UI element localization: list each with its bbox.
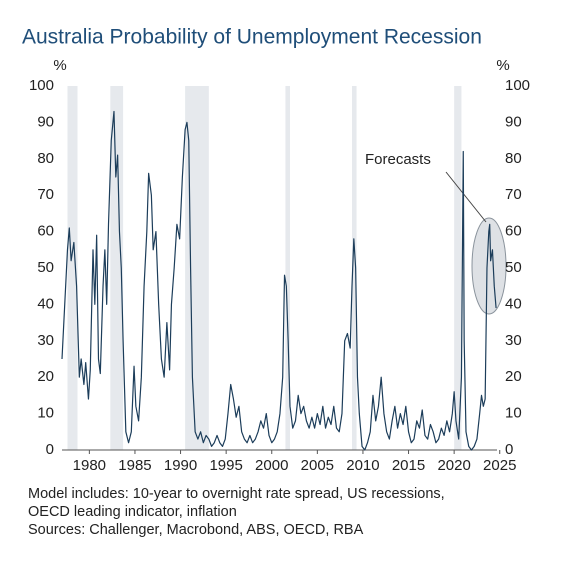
- y2-tick-label: 70: [505, 186, 522, 203]
- recession-band: [185, 86, 209, 450]
- y-tick-label: 30: [37, 332, 54, 349]
- y-tick-label: 70: [37, 186, 54, 203]
- note: Sources: Challenger, Macrobond, ABS, OEC…: [28, 522, 364, 538]
- recession-band: [285, 86, 290, 450]
- y-tick-label: 40: [37, 295, 54, 312]
- y2-tick-label: 60: [505, 223, 522, 240]
- note: OECD leading indicator, inflation: [28, 504, 237, 520]
- y-tick-label: 100: [29, 77, 54, 94]
- y-tick-label: 0: [46, 441, 54, 458]
- x-tick-label: 1985: [118, 457, 151, 474]
- y2-tick-label: 50: [505, 259, 522, 276]
- x-tick-label: 1980: [73, 457, 106, 474]
- y2-tick-label: 30: [505, 332, 522, 349]
- recession-band: [110, 86, 124, 450]
- y2-tick-label: 20: [505, 368, 522, 385]
- y-tick-label: 80: [37, 150, 54, 167]
- y2-tick-label: 10: [505, 405, 522, 422]
- y-tick-label: 10: [37, 405, 54, 422]
- recession-band: [67, 86, 78, 450]
- y2-tick-label: 100: [505, 77, 530, 94]
- y2-axis-label: %: [496, 57, 509, 74]
- y-tick-label: 60: [37, 223, 54, 240]
- annotation-arrow: [445, 171, 487, 223]
- x-tick-label: 2015: [392, 457, 425, 474]
- x-tick-label: 1995: [209, 457, 242, 474]
- recession-bands: [67, 86, 462, 450]
- y2-tick-label: 90: [505, 113, 522, 130]
- x-tick-label: 2005: [301, 457, 334, 474]
- y2-tick-label: 40: [505, 295, 522, 312]
- x-tick-label: 2020: [437, 457, 470, 474]
- recession-band: [454, 86, 462, 450]
- x-tick-label: 2000: [255, 457, 288, 474]
- y-axis-label: %: [53, 57, 66, 74]
- y2-tick-label: 0: [505, 441, 513, 458]
- x-tick-label: 1990: [164, 457, 197, 474]
- recession-band: [352, 86, 357, 450]
- y-tick-label: 50: [37, 259, 54, 276]
- x-tick-label: 2025: [483, 457, 516, 474]
- forecast-ellipse: [471, 217, 507, 315]
- annotation: Forecasts: [365, 151, 431, 168]
- chart-title: Australia Probability of Unemployment Re…: [22, 26, 482, 49]
- series-line: [61, 110, 497, 451]
- x-tick-label: 2010: [346, 457, 379, 474]
- y-tick-label: 20: [37, 368, 54, 385]
- note: Model includes: 10-year to overnight rat…: [28, 486, 445, 502]
- y2-tick-label: 80: [505, 150, 522, 167]
- y-tick-label: 90: [37, 113, 54, 130]
